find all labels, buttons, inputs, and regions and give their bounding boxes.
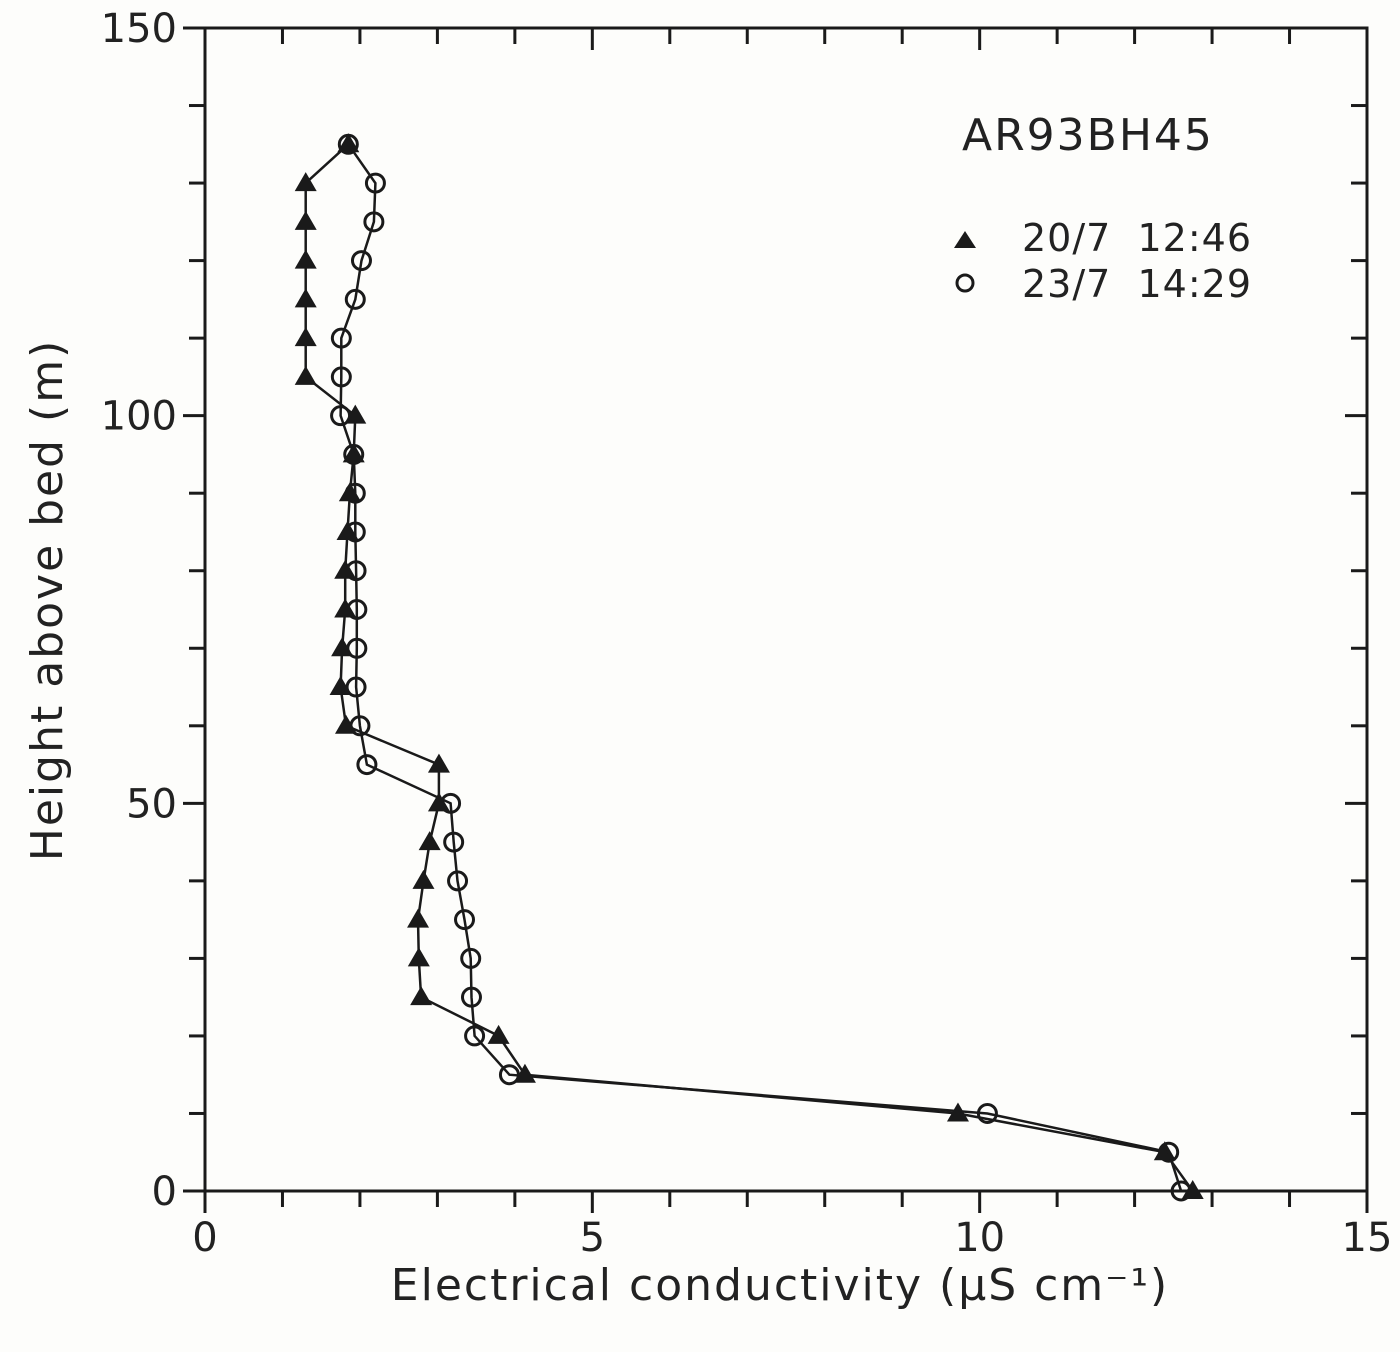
triangle-marker bbox=[1181, 1180, 1204, 1199]
triangle-marker bbox=[294, 365, 317, 385]
chart-title: AR93BH45 bbox=[962, 110, 1214, 161]
circle-marker bbox=[363, 211, 385, 233]
circle-marker bbox=[460, 986, 482, 1008]
triangle-marker bbox=[294, 172, 317, 192]
x-tick-label: 5 bbox=[580, 1215, 605, 1261]
circle-marker bbox=[364, 172, 386, 194]
circle-marker bbox=[343, 443, 365, 465]
y-axis-title: Height above bed (m) bbox=[22, 339, 73, 861]
circle-marker bbox=[346, 637, 368, 659]
triangle-marker bbox=[487, 1024, 510, 1044]
circle-marker bbox=[1170, 1180, 1192, 1202]
legend-label: 20/7 12:46 bbox=[1022, 216, 1252, 260]
plot-frame bbox=[203, 26, 1369, 1193]
triangle-marker bbox=[427, 753, 450, 773]
circle-marker bbox=[337, 133, 359, 155]
triangle-marker bbox=[407, 947, 430, 967]
series-circles bbox=[330, 133, 1192, 1202]
triangle-marker bbox=[334, 598, 357, 618]
circle-marker bbox=[350, 250, 372, 272]
x-axis-title: Electrical conductivity (µS cm⁻¹) bbox=[391, 1260, 1169, 1311]
series-line bbox=[339, 143, 1183, 1192]
x-tick-label: 10 bbox=[954, 1215, 1005, 1261]
triangle-marker bbox=[294, 288, 317, 308]
circle-marker bbox=[346, 599, 368, 620]
filled-triangle-icon bbox=[954, 231, 976, 248]
legend-label: 23/7 14:29 bbox=[1022, 262, 1252, 306]
circle-marker bbox=[443, 831, 465, 853]
triangle-marker bbox=[412, 869, 435, 889]
x-tick-label: 0 bbox=[192, 1215, 217, 1261]
circle-marker bbox=[440, 792, 462, 814]
circle-marker bbox=[1158, 1141, 1180, 1163]
circle-marker bbox=[330, 366, 352, 388]
triangle-marker bbox=[337, 133, 360, 153]
triangle-marker bbox=[513, 1063, 536, 1083]
circle-marker bbox=[447, 870, 469, 892]
triangle-marker bbox=[334, 559, 357, 579]
circle-marker bbox=[344, 521, 366, 543]
circle-marker bbox=[330, 405, 352, 427]
triangle-marker bbox=[418, 831, 441, 851]
triangle-marker bbox=[294, 327, 317, 347]
circle-marker bbox=[454, 909, 476, 931]
plot-area bbox=[294, 133, 1204, 1202]
circle-marker bbox=[356, 754, 378, 776]
circle-marker bbox=[344, 288, 366, 310]
series-line bbox=[304, 143, 1194, 1192]
circle-marker bbox=[976, 1102, 998, 1124]
circle-marker bbox=[349, 715, 371, 737]
series-triangles bbox=[294, 133, 1204, 1199]
y-tick-label: 0 bbox=[152, 1169, 177, 1215]
circle-marker bbox=[460, 947, 482, 969]
legend: 20/7 12:46 23/7 14:29 bbox=[954, 216, 1252, 306]
y-tick-label: 150 bbox=[101, 6, 177, 52]
triangle-marker bbox=[427, 792, 450, 812]
y-tick-label: 100 bbox=[101, 394, 177, 440]
y-tick-label: 50 bbox=[126, 781, 177, 827]
triangle-marker bbox=[410, 986, 433, 1006]
circle-marker bbox=[345, 560, 367, 582]
circle-marker bbox=[330, 327, 352, 349]
circle-marker bbox=[345, 676, 367, 698]
legend-item-23-7: 23/7 14:29 bbox=[955, 262, 1252, 306]
open-circle-icon bbox=[955, 273, 975, 293]
triangle-marker bbox=[329, 676, 352, 696]
triangle-marker bbox=[294, 249, 317, 269]
legend-item-20-7: 20/7 12:46 bbox=[954, 216, 1252, 260]
triangle-marker bbox=[407, 908, 430, 928]
circle-marker bbox=[464, 1025, 486, 1047]
circle-marker bbox=[344, 482, 366, 504]
triangle-marker bbox=[294, 210, 317, 230]
x-tick-label: 15 bbox=[1342, 1215, 1393, 1261]
circle-marker bbox=[498, 1064, 520, 1086]
